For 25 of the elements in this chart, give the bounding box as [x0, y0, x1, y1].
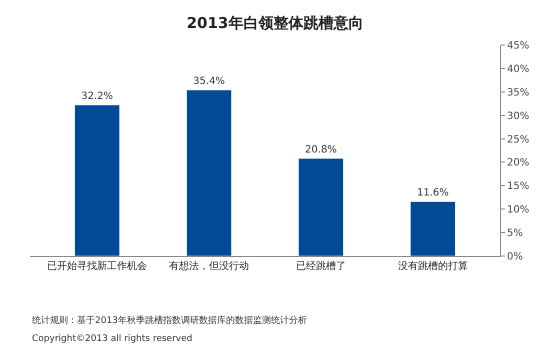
- bar: [74, 104, 120, 256]
- y-tick-label: 35%: [507, 87, 530, 98]
- y-tick-label: 15%: [507, 181, 530, 192]
- bar: [298, 158, 344, 256]
- chart-title: 2013年白领整体跳槽意向: [186, 14, 364, 32]
- x-tick-label: 已开始寻找新工作机会: [47, 260, 148, 272]
- text: Copyright©2013 all rights reserved: [32, 334, 192, 344]
- x-tick-label: 已经跳槽了: [296, 260, 346, 272]
- data-label: 35.4%: [193, 76, 225, 88]
- y-tick-label: 10%: [507, 204, 530, 216]
- y-tick-label: 20%: [507, 158, 530, 169]
- bar: [186, 90, 232, 256]
- y-tick-label: 25%: [507, 134, 530, 146]
- data-label: 32.2%: [81, 91, 114, 102]
- text: 统计规则：基于2013年秋季跳槽指数调研数据库的数据监测统计分析: [32, 315, 307, 326]
- y-tick-label: 40%: [507, 64, 530, 75]
- x-tick-label: 有想法，但没行动: [169, 260, 250, 272]
- y-tick-label: 0%: [507, 252, 523, 262]
- y-tick-label: 5%: [507, 228, 523, 240]
- y-tick-label: 30%: [507, 110, 530, 122]
- x-tick-label: 没有跳槽的打算: [398, 260, 468, 272]
- data-label: 20.8%: [305, 144, 337, 156]
- y-tick-label: 45%: [507, 40, 530, 52]
- data-label: 11.6%: [416, 188, 449, 199]
- bar: [410, 201, 456, 256]
